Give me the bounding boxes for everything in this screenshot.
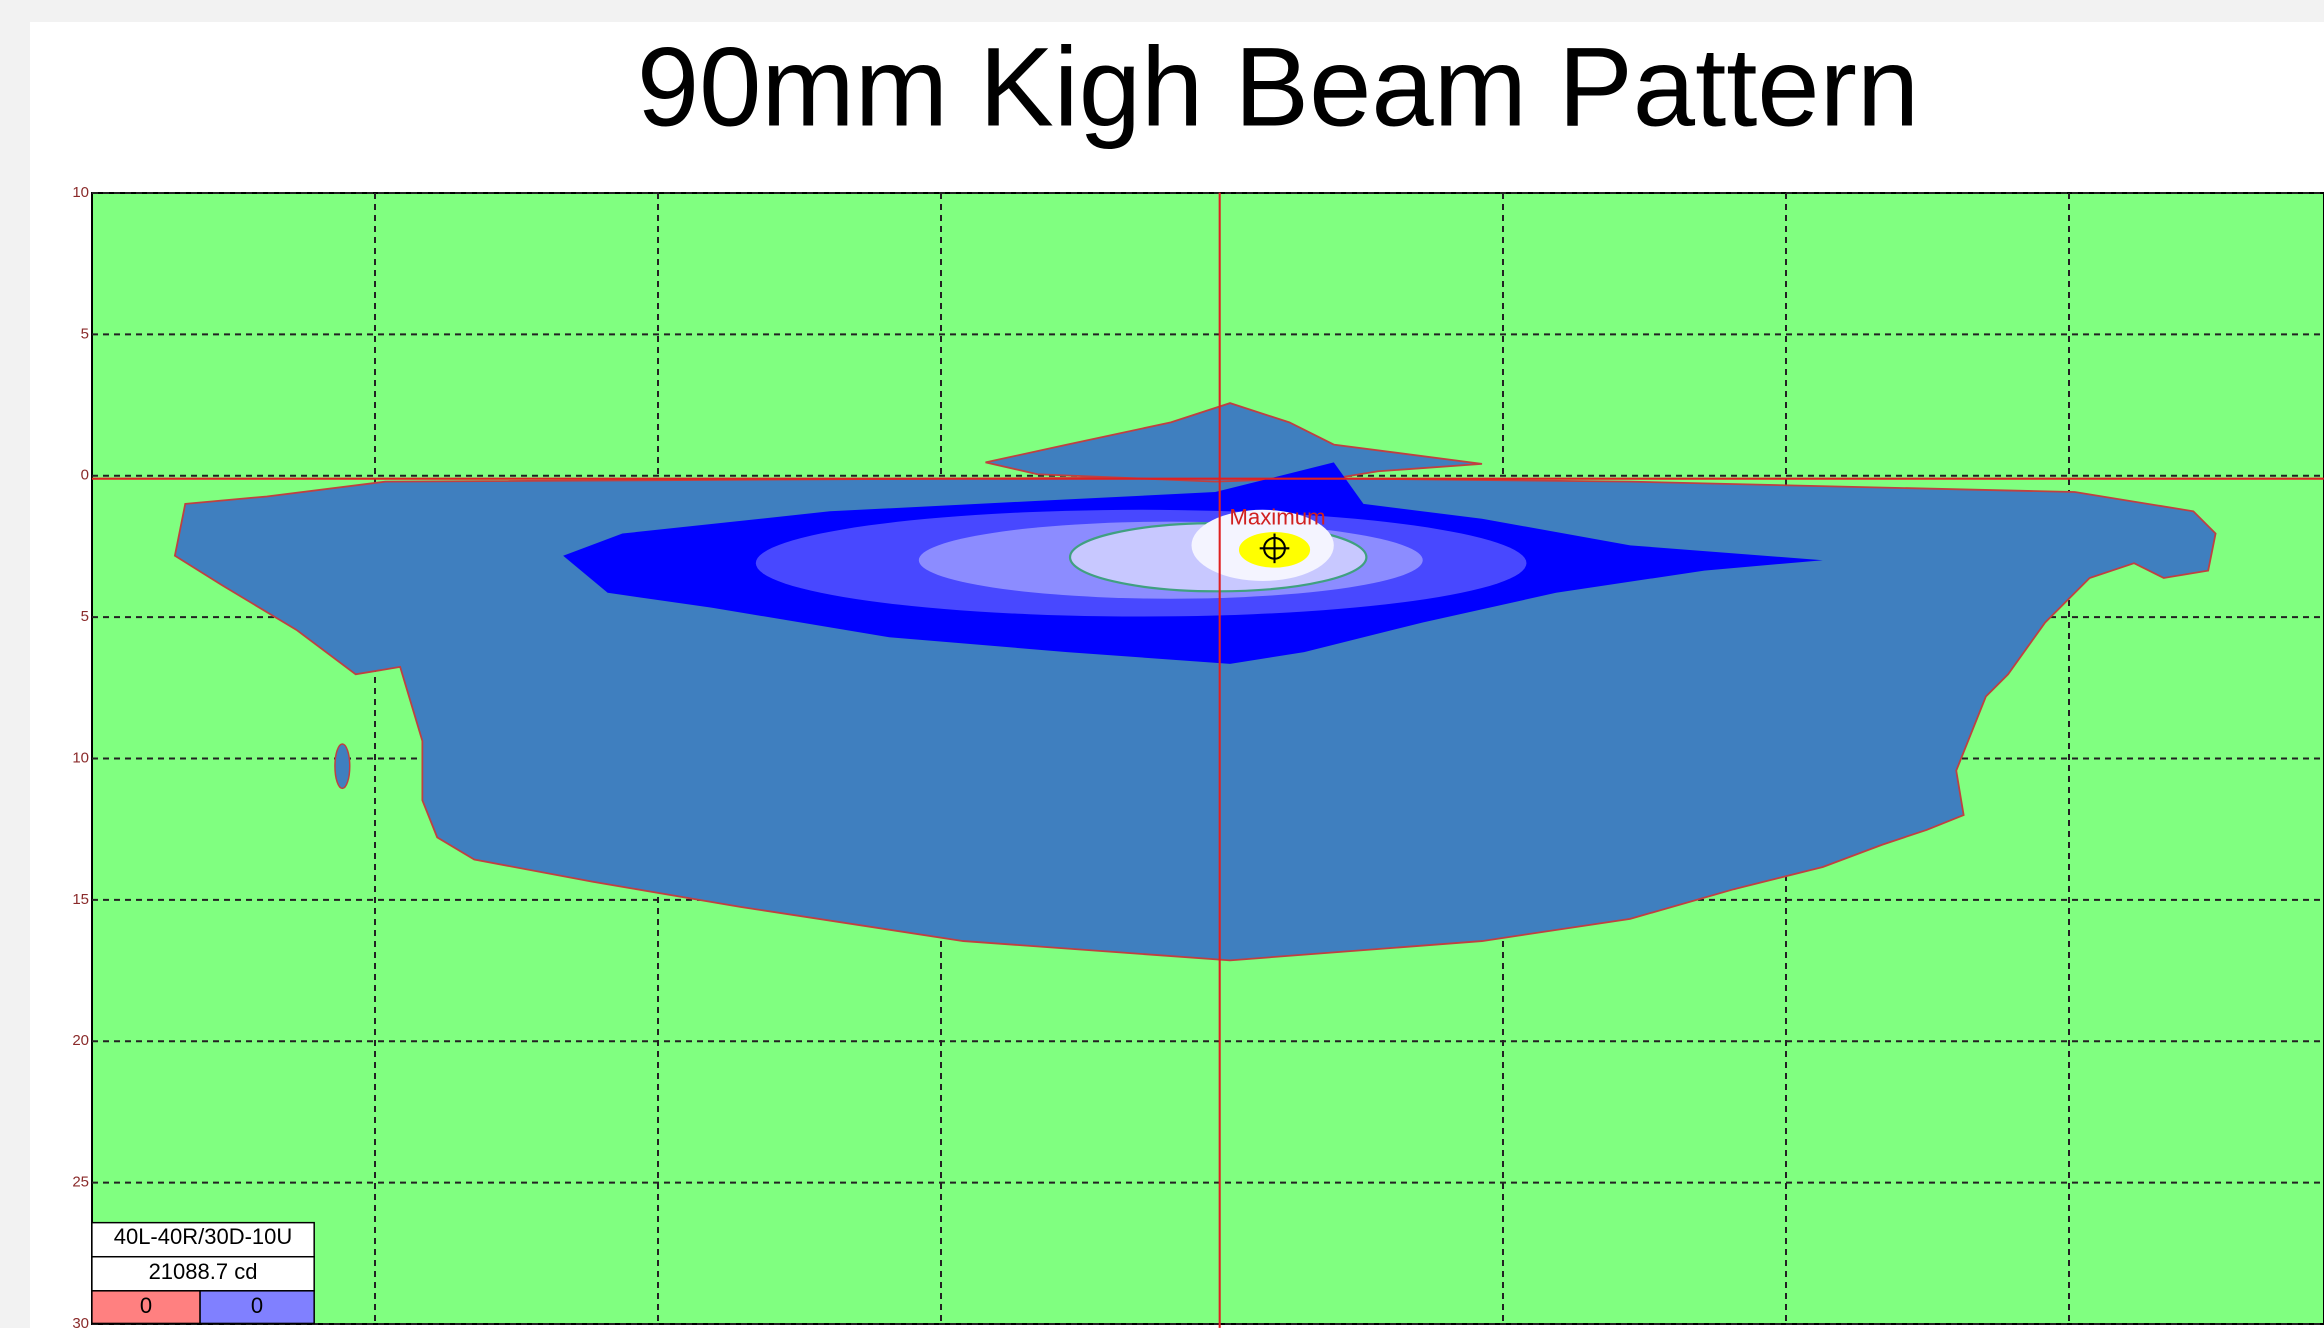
- legend-maximum: 21088.7 cd: [149, 1259, 258, 1284]
- y-tick-label: 0: [81, 467, 89, 484]
- maximum-label: Maximum: [1229, 505, 1325, 530]
- upper-contour: [985, 402, 1483, 483]
- y-tick-label: 30: [72, 1315, 89, 1328]
- legend-below: 0: [140, 1293, 152, 1318]
- maximum-marker: [1259, 533, 1290, 564]
- y-tick-label: 5: [81, 325, 89, 342]
- beam-contours: Maximum: [91, 192, 2324, 1328]
- legend-box: [91, 1221, 315, 1325]
- y-tick-label: 15: [72, 891, 89, 908]
- chart-title: 90mm Kigh Beam Pattern: [637, 25, 1919, 150]
- y-tick-label: 20: [72, 1032, 89, 1049]
- island-contour: [334, 743, 351, 790]
- legend-above: 0: [251, 1293, 263, 1318]
- y-tick-label: 25: [72, 1174, 89, 1191]
- y-tick-label: 10: [72, 749, 89, 766]
- legend-range: 40L-40R/30D-10U: [114, 1224, 293, 1249]
- y-tick-label: 10: [72, 184, 89, 201]
- y-tick-label: 5: [81, 608, 89, 625]
